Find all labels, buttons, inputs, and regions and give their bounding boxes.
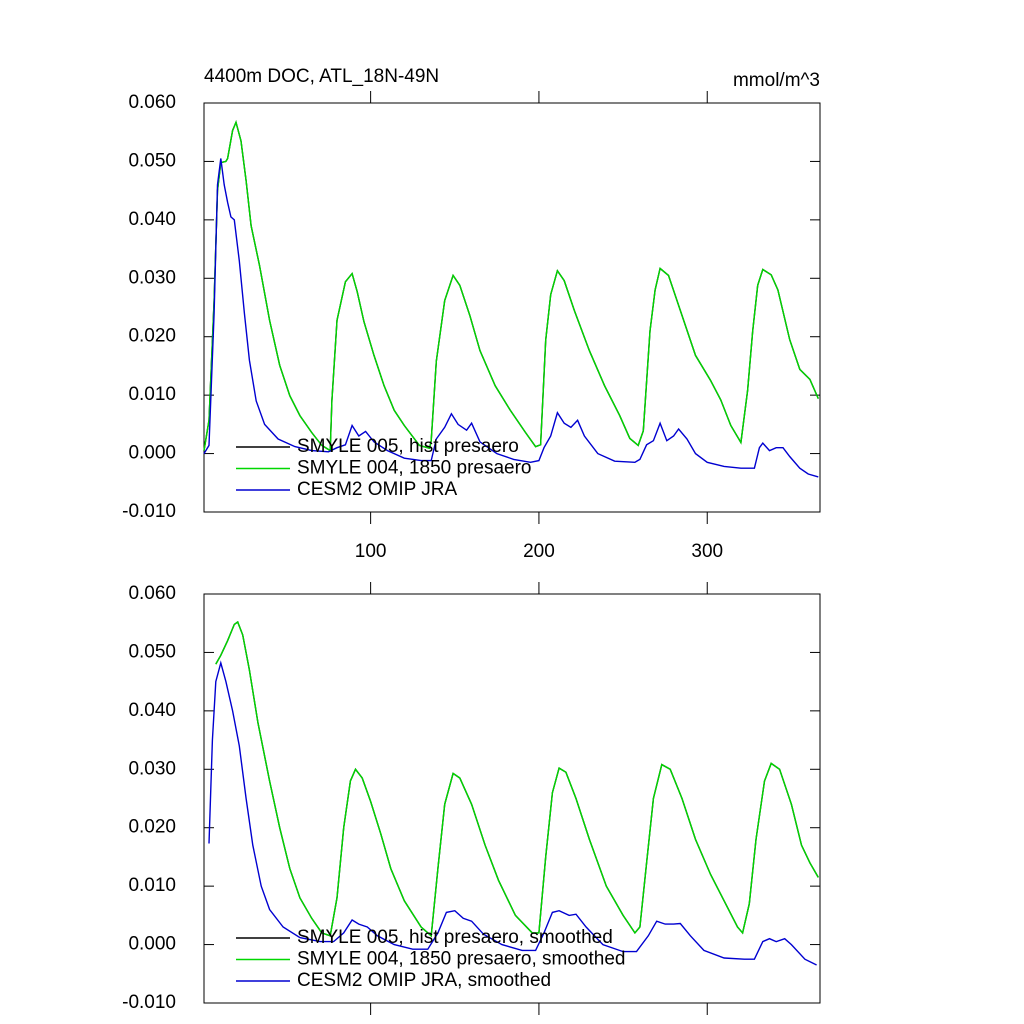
y-tick-label: -0.010 <box>122 992 176 1013</box>
data-line <box>203 120 819 452</box>
legend-label: SMYLE 005, hist presaero <box>297 436 519 457</box>
data-line <box>203 120 819 452</box>
y-tick-label: 0.010 <box>128 384 176 405</box>
y-tick-label: 0.030 <box>128 758 176 779</box>
data-line <box>203 158 819 478</box>
y-tick-label: 0.000 <box>128 934 176 955</box>
legend-label: SMYLE 004, 1850 presaero, smoothed <box>297 949 625 970</box>
y-tick-label: 0.050 <box>128 150 176 171</box>
x-tick-label: 100 <box>355 541 387 562</box>
y-tick-label: 0.060 <box>128 583 176 604</box>
plot-frame <box>203 102 821 513</box>
legend-label: SMYLE 004, 1850 presaero <box>297 458 532 479</box>
y-tick-label: 0.000 <box>128 443 176 464</box>
y-tick-label: 0.020 <box>128 326 176 347</box>
y-tick-label: 0.030 <box>128 267 176 288</box>
y-tick-label: -0.010 <box>122 501 176 522</box>
y-tick-label: 0.050 <box>128 641 176 662</box>
x-tick-label: 200 <box>523 541 555 562</box>
data-line <box>215 620 819 938</box>
y-tick-label: 0.060 <box>128 92 176 113</box>
x-tick-label: 300 <box>691 541 723 562</box>
y-tick-label: 0.040 <box>128 209 176 230</box>
legend-label: CESM2 OMIP JRA <box>297 479 457 500</box>
y-tick-label: 0.020 <box>128 817 176 838</box>
plot-frame <box>203 593 821 1004</box>
y-tick-label: 0.040 <box>128 700 176 721</box>
data-line <box>215 620 819 938</box>
legend-label: CESM2 OMIP JRA, smoothed <box>297 970 551 991</box>
legend-label: SMYLE 005, hist presaero, smoothed <box>297 927 613 948</box>
chart-title: 4400m DOC, ATL_18N-49N <box>204 66 439 87</box>
data-line <box>208 660 817 966</box>
y-tick-label: 0.010 <box>128 875 176 896</box>
units-label: mmol/m^3 <box>733 70 820 91</box>
